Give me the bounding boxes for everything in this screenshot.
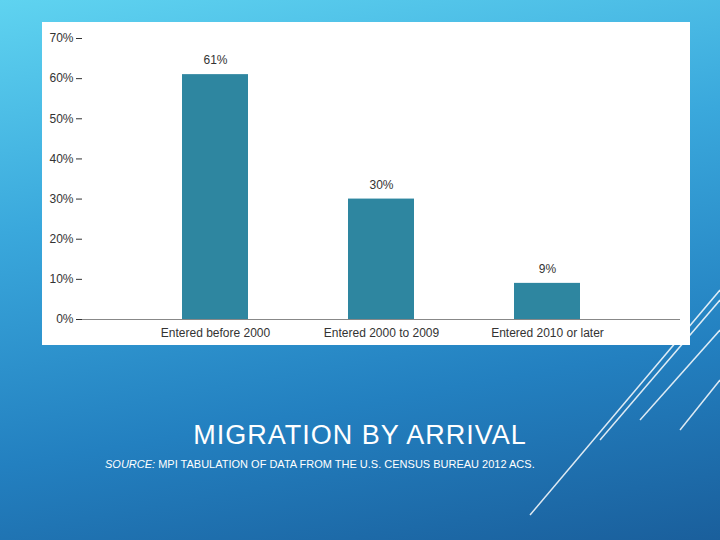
html-text:SOURCE: MPI TABULATION OF DATA: SOURCE: MPI TABULATION OF DATA FROM THE … — [105, 458, 535, 470]
svg-text:Entered 2010 or later: Entered 2010 or later — [491, 326, 604, 340]
svg-text:20%: 20% — [49, 232, 73, 246]
html-text:MIGRATION BY ARRIVAL: MIGRATION BY ARRIVAL — [193, 420, 527, 450]
svg-text:60%: 60% — [49, 71, 73, 85]
svg-text:40%: 40% — [49, 152, 73, 166]
svg-text:0%: 0% — [56, 312, 74, 326]
svg-text:50%: 50% — [49, 112, 73, 126]
svg-text:61%: 61% — [203, 53, 227, 67]
svg-text:Entered before 2000: Entered before 2000 — [161, 326, 271, 340]
svg-text:70%: 70% — [49, 31, 73, 45]
svg-text:9%: 9% — [539, 262, 557, 276]
svg-text:30%: 30% — [49, 192, 73, 206]
svg-text:30%: 30% — [369, 178, 393, 192]
svg-text:Entered 2000 to 2009: Entered 2000 to 2009 — [324, 326, 440, 340]
svg-text:10%: 10% — [49, 272, 73, 286]
